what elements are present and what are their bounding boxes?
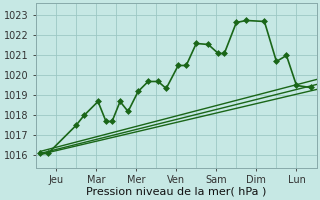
X-axis label: Pression niveau de la mer( hPa ): Pression niveau de la mer( hPa ) bbox=[86, 187, 266, 197]
